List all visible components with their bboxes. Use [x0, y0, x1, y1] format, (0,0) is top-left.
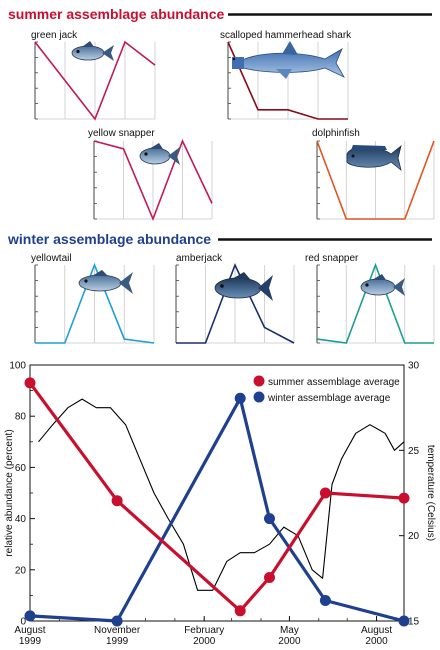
legend-item-winter: winter assemblage average — [253, 391, 391, 404]
y-tick-label: 80 — [15, 412, 27, 423]
panel-label: amberjack — [176, 253, 223, 264]
panel-plot — [34, 40, 156, 121]
winter-average-point — [24, 610, 36, 622]
panel-amberjack: amberjack — [175, 253, 295, 344]
panel-series-line — [93, 138, 213, 222]
summer-section-title: summer assemblage abundance — [8, 6, 225, 22]
main-series-layer — [24, 377, 410, 627]
legend-item-summer: summer assemblage average — [253, 375, 400, 388]
summer-average-point — [111, 495, 123, 507]
summer-average-point — [234, 605, 246, 617]
panel-plot — [316, 140, 435, 220]
winter-average-point — [264, 513, 275, 525]
winter-average-line — [29, 396, 405, 623]
dolphinfish-icon — [346, 144, 402, 172]
y-tick-label: 0 — [20, 617, 26, 628]
panel-series-line — [316, 140, 435, 220]
panel-series-line — [316, 262, 434, 344]
y2-axis-label: temperature (Celsius) — [425, 445, 436, 541]
summer-section-header: summer assemblage abundance — [8, 6, 432, 22]
panel-yellowtail: yellowtail — [31, 253, 155, 344]
red-snapper-fish-icon — [360, 274, 405, 296]
x-tick-label: August 2000 — [361, 625, 392, 647]
summer-average-point — [264, 572, 275, 583]
y-tick-label: 20 — [15, 565, 27, 576]
x-tick-label: November 1999 — [94, 625, 141, 647]
amberjack-fish-icon — [214, 272, 273, 301]
winter-section-title: winter assemblage abundance — [7, 231, 211, 247]
x-tick-label: February 2000 — [184, 625, 224, 647]
panel-plot — [316, 262, 435, 344]
y2-tick-label: 20 — [408, 531, 420, 542]
legend: summer assemblage average winter assembl… — [253, 375, 400, 404]
panel-green-jack: green jack — [31, 30, 156, 121]
y-tick-label: 100 — [9, 361, 26, 372]
legend-marker-summer — [253, 375, 265, 387]
y2-tick-label: 30 — [408, 361, 420, 372]
panel-label: yellow snapper — [88, 128, 155, 139]
panel-red-snapper: red snapper — [305, 253, 435, 344]
y-tick-label: 60 — [15, 463, 27, 474]
panel-series-line — [176, 262, 295, 344]
legend-marker-winter — [253, 391, 265, 403]
temperature-line — [38, 398, 405, 591]
panel-series-line — [227, 41, 348, 120]
x-tick-label: August 1999 — [14, 625, 45, 647]
panel-label: scalloped hammerhead shark — [220, 30, 352, 41]
panel-series-line — [35, 262, 155, 344]
main-chart: 0 20 40 60 80 100 15 20 25 30 August 1999 November… — [4, 361, 436, 648]
panel-yellow-snapper: yellow snapper — [88, 128, 213, 222]
summer-average-point — [398, 492, 410, 504]
y-tick-label: 40 — [15, 514, 27, 525]
panel-plot — [93, 138, 213, 222]
y2-tick-label: 25 — [408, 446, 420, 457]
panel-label: red snapper — [305, 253, 359, 264]
x-tick-label: May 2000 — [278, 625, 301, 647]
winter-section-header: winter assemblage abundance — [7, 231, 432, 247]
panel-label: yellowtail — [31, 253, 72, 264]
panel-plot — [175, 262, 295, 344]
panel-label: dolphinfish — [312, 128, 360, 139]
legend-label-winter: winter assemblage average — [267, 393, 391, 404]
panel-plot — [34, 262, 155, 344]
winter-average-point — [398, 615, 410, 627]
yellow-snapper-fish-icon — [139, 143, 180, 165]
summer-average-point — [24, 377, 36, 389]
panel-series-line — [34, 40, 156, 121]
summer-average-point — [319, 487, 331, 499]
summer-average-line — [28, 381, 405, 613]
y2-tick-label: 15 — [408, 617, 420, 628]
panel-dolphinfish: dolphinfish — [312, 128, 435, 220]
panel-scalloped-hammerhead-shark: scalloped hammerhead shark — [220, 30, 352, 120]
panel-label: green jack — [31, 30, 78, 41]
y-axis-label: relative abundance (percent) — [4, 429, 15, 556]
winter-average-point — [234, 392, 246, 404]
winter-average-point — [319, 595, 331, 606]
winter-average-point — [111, 615, 123, 627]
green-jack-fish-icon — [71, 41, 114, 61]
left-axis: 0 20 40 60 80 100 — [9, 361, 35, 628]
yellowtail-fish-icon — [78, 270, 133, 294]
legend-label-summer: summer assemblage average — [268, 377, 400, 388]
hammerhead-shark-icon — [232, 41, 345, 79]
